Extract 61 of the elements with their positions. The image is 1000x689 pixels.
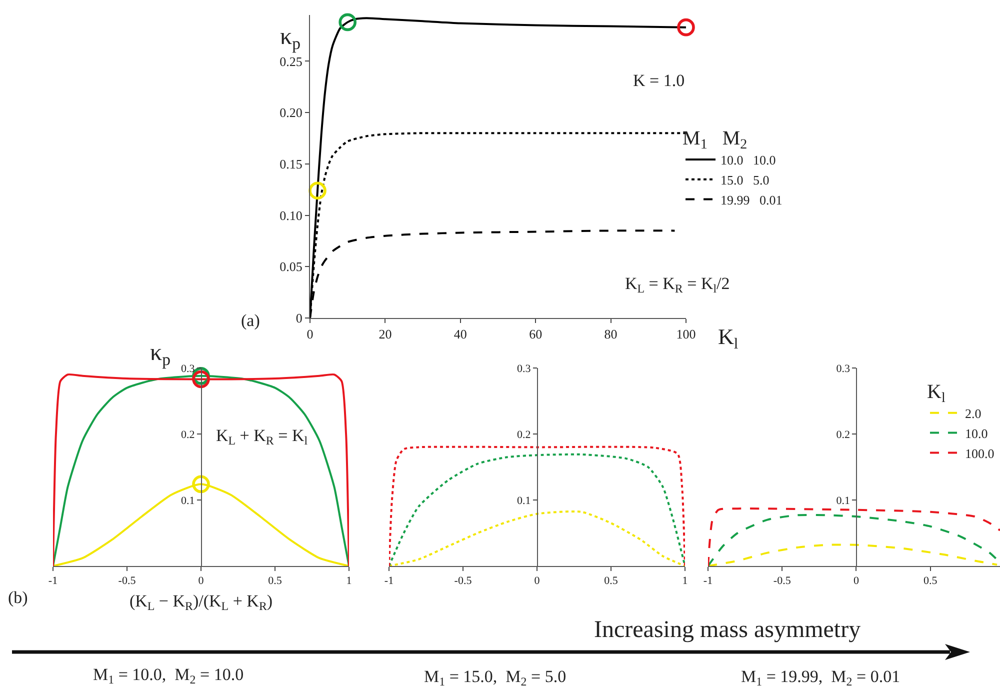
- legend-label: 100.0: [965, 446, 994, 461]
- y-tick-label: 0.1: [181, 494, 195, 507]
- x-tick-label: 1: [346, 575, 352, 588]
- y-tick-label: 0.1: [836, 494, 850, 507]
- x-tick-label: 0.5: [268, 575, 282, 588]
- text: M$_{1}$ = 10.0, M$_{2}$ = 10.0: [93, 665, 244, 687]
- annotation: K = 1.0: [633, 71, 685, 90]
- y-axis-title: κ$_{p}$: [150, 340, 170, 370]
- x-tick-label: 60: [529, 326, 542, 342]
- y-tick-label: 0.25: [280, 54, 302, 69]
- y-tick-label: 0.3: [836, 362, 851, 375]
- y-tick-label: 0.20: [280, 105, 302, 120]
- x-tick-label: 0: [853, 575, 860, 588]
- point: [338, 13, 356, 32]
- x-tick-label: -0.5: [454, 575, 472, 588]
- x-tick-label: -1: [48, 575, 58, 588]
- legend-title: M$_{1}$ M$_{2}$: [682, 128, 748, 153]
- y-axis-title: κ$_{p}$: [280, 24, 300, 54]
- x-tick-label: 100: [676, 326, 696, 342]
- legend-label: 19.99 0.01: [720, 192, 782, 208]
- y-tick-label: 0.3: [517, 362, 532, 375]
- annotation: K$_{L}$ + K$_{R}$ = K$_{l}$: [216, 426, 308, 448]
- x-tick-label: -1: [703, 575, 713, 588]
- x-tick-label: 20: [378, 326, 392, 342]
- legend-label: 10.0 10.0: [720, 152, 776, 168]
- x-tick-label: 0.5: [923, 575, 938, 588]
- text: Increasing mass asymmetry: [594, 617, 861, 643]
- legend-title: K$_{l}$: [927, 380, 946, 406]
- x-tick-label: 80: [604, 326, 618, 342]
- line-series: [389, 510, 685, 566]
- annotation: K$_{L}$ = K$_{R}$ = K$_{l}$/2: [625, 274, 730, 296]
- text: (a): [241, 311, 260, 330]
- text: M$_{1}$ = 15.0, M$_{2}$ = 5.0: [424, 667, 566, 689]
- y-tick-label: 0.3: [181, 362, 196, 375]
- y-tick-label: 0.10: [280, 208, 302, 223]
- x-tick-label: 0.5: [604, 575, 618, 588]
- text: (b): [8, 588, 28, 607]
- legend-label: 2.0: [965, 406, 982, 421]
- x-tick-label: 1: [682, 575, 688, 588]
- legend-label: 15.0 5.0: [720, 172, 770, 188]
- y-tick-label: 0.2: [181, 428, 195, 441]
- y-tick-label: 0.2: [836, 428, 850, 441]
- point: [677, 18, 695, 36]
- y-tick-label: 0.15: [280, 156, 302, 172]
- x-tick-label: 0: [198, 575, 204, 588]
- y-tick-label: 0: [296, 310, 302, 326]
- x-axis-title: K$_{l}$: [718, 324, 738, 353]
- y-tick-label: 0.1: [517, 494, 531, 507]
- y-tick-label: 0.05: [280, 259, 302, 274]
- x-tick-label: 0: [534, 575, 540, 588]
- line-series: [708, 544, 998, 566]
- x-tick-label: 0: [306, 326, 314, 342]
- legend-label: 10.0: [965, 426, 988, 441]
- x-tick-label: -0.5: [118, 575, 136, 588]
- text: (K$_{L}$ − K$_{R}$)/(K$_{L}$ + K$_{R}$): [129, 592, 273, 614]
- point: [308, 182, 326, 200]
- text: M$_{1}$ = 19.99, M$_{2}$ = 0.01: [741, 667, 900, 689]
- x-tick-label: 40: [454, 326, 467, 342]
- x-tick-label: -1: [384, 575, 394, 588]
- x-tick-label: -0.5: [773, 575, 792, 588]
- y-tick-label: 0.2: [517, 428, 531, 441]
